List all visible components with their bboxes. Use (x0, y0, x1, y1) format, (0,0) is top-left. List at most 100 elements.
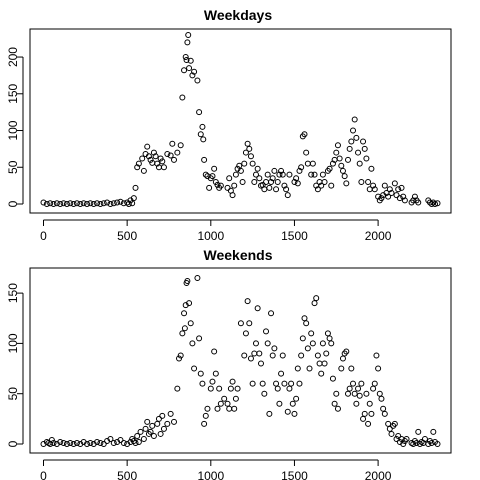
weekends-x-tick-label: 0 (40, 469, 47, 480)
weekends-data-point (304, 345, 311, 352)
weekends-data-point (186, 300, 193, 307)
weekends-data-point (370, 385, 377, 392)
weekdays-data-point (356, 160, 363, 167)
weekends-data-point (159, 412, 166, 419)
weekends-data-point (221, 395, 228, 402)
weekdays-data-point (183, 56, 190, 63)
weekdays-data-point (371, 186, 378, 193)
weekends-data-point (356, 392, 363, 399)
weekends-data-point (97, 439, 104, 446)
weekdays-data-point (286, 171, 293, 178)
weekdays-y-tick-label: 0 (6, 200, 20, 207)
weekdays-data-point (150, 149, 157, 156)
weekdays-y-tick-label: 150 (6, 83, 20, 103)
weekends-data-point (316, 360, 323, 367)
weekends-data-point (314, 352, 321, 359)
weekdays-data-point (100, 200, 107, 207)
weekends-data-point (291, 410, 298, 417)
weekends-data-point (242, 330, 249, 337)
weekdays-data-point (279, 171, 286, 178)
weekdays-data-point (217, 182, 224, 189)
weekdays-data-point (239, 178, 246, 185)
weekdays-data-point (336, 155, 343, 162)
weekends-data-point (211, 348, 218, 355)
weekends-data-point (346, 385, 353, 392)
weekends-data-point (231, 405, 238, 412)
weekdays-data-point (365, 178, 372, 185)
weekdays-data-point (147, 156, 154, 163)
weekends-data-point (299, 335, 306, 342)
weekends-data-point (264, 340, 271, 347)
weekdays-data-point (53, 200, 60, 207)
weekends-data-point (268, 310, 275, 317)
weekends-y-tick-label: 100 (6, 333, 20, 353)
weekends-data-point (376, 390, 383, 397)
weekends-data-point (331, 400, 338, 407)
weekdays-data-point (152, 153, 159, 160)
weekdays-data-point (261, 186, 268, 193)
weekends-data-point (303, 320, 310, 327)
weekdays-data-point (401, 197, 408, 204)
weekdays-data-point (179, 94, 186, 101)
weekdays-data-point (281, 182, 288, 189)
weekdays-data-point (308, 171, 315, 178)
weekdays-data-point (391, 180, 398, 187)
weekends-data-point (286, 385, 293, 392)
weekdays-x-tick-label: 1000 (197, 229, 224, 243)
weekends-data-point (328, 340, 335, 347)
weekdays-x-tick-label: 2000 (365, 229, 392, 243)
weekends-x-axis: 0 500 1000 1500 2000 (40, 459, 392, 480)
weekends-data-point (73, 439, 80, 446)
weekends-data-point (261, 390, 268, 397)
weekends-plot-frame (29, 267, 452, 454)
weekends-data-point (150, 432, 157, 439)
weekdays-data-point (242, 149, 249, 156)
weekends-data-point (181, 310, 188, 317)
weekends-data-point (348, 365, 355, 372)
weekends-data-point (234, 385, 241, 392)
weekends-x-tick-label: 2000 (365, 469, 392, 480)
weekends-data-point (147, 428, 154, 435)
weekdays-data-point (304, 160, 311, 167)
weekends-data-point (224, 400, 231, 407)
weekends-data-point (281, 380, 288, 387)
weekdays-data-point (114, 199, 121, 206)
weekdays-data-point (60, 200, 67, 207)
weekends-data-point (202, 412, 209, 419)
weekdays-data-point (428, 201, 435, 207)
weekends-data-point (271, 345, 278, 352)
weekends-data-point (381, 410, 388, 417)
weekends-data-point (48, 436, 55, 443)
weekdays-data-point (125, 201, 132, 207)
weekends-data-point (226, 405, 233, 412)
weekends-data-point (167, 410, 174, 417)
weekdays-data-point (350, 127, 357, 134)
weekdays-data-point (252, 171, 259, 178)
weekends-data-point (351, 390, 358, 397)
weekdays-data-point (50, 201, 57, 207)
weekdays-data-point (271, 167, 278, 174)
weekdays-data-point (157, 155, 164, 162)
weekdays-data-point (224, 184, 231, 191)
weekdays-data-point (184, 39, 191, 46)
weekdays-data-point (301, 131, 308, 138)
weekends-data-point (110, 439, 117, 446)
weekdays-data-point (199, 123, 206, 130)
weekends-data-point (144, 418, 151, 425)
weekends-data-point (50, 439, 57, 446)
weekends-data-point (361, 410, 368, 417)
weekends-x-tick-label: 1000 (197, 469, 224, 480)
weekends-data-point (135, 438, 142, 445)
weekends-data-point (196, 335, 203, 342)
weekdays-data-point (254, 165, 261, 172)
weekends-data-point (191, 365, 198, 372)
weekdays-data-point (329, 160, 336, 167)
weekends-data-point (207, 385, 214, 392)
weekdays-data-point (341, 173, 348, 180)
weekends-data-point (232, 395, 239, 402)
weekends-data-point (339, 355, 346, 362)
weekends-data-point (254, 305, 261, 312)
weekdays-data-point (201, 156, 208, 163)
weekdays-data-point (182, 54, 189, 61)
weekends-data-point (70, 441, 77, 447)
